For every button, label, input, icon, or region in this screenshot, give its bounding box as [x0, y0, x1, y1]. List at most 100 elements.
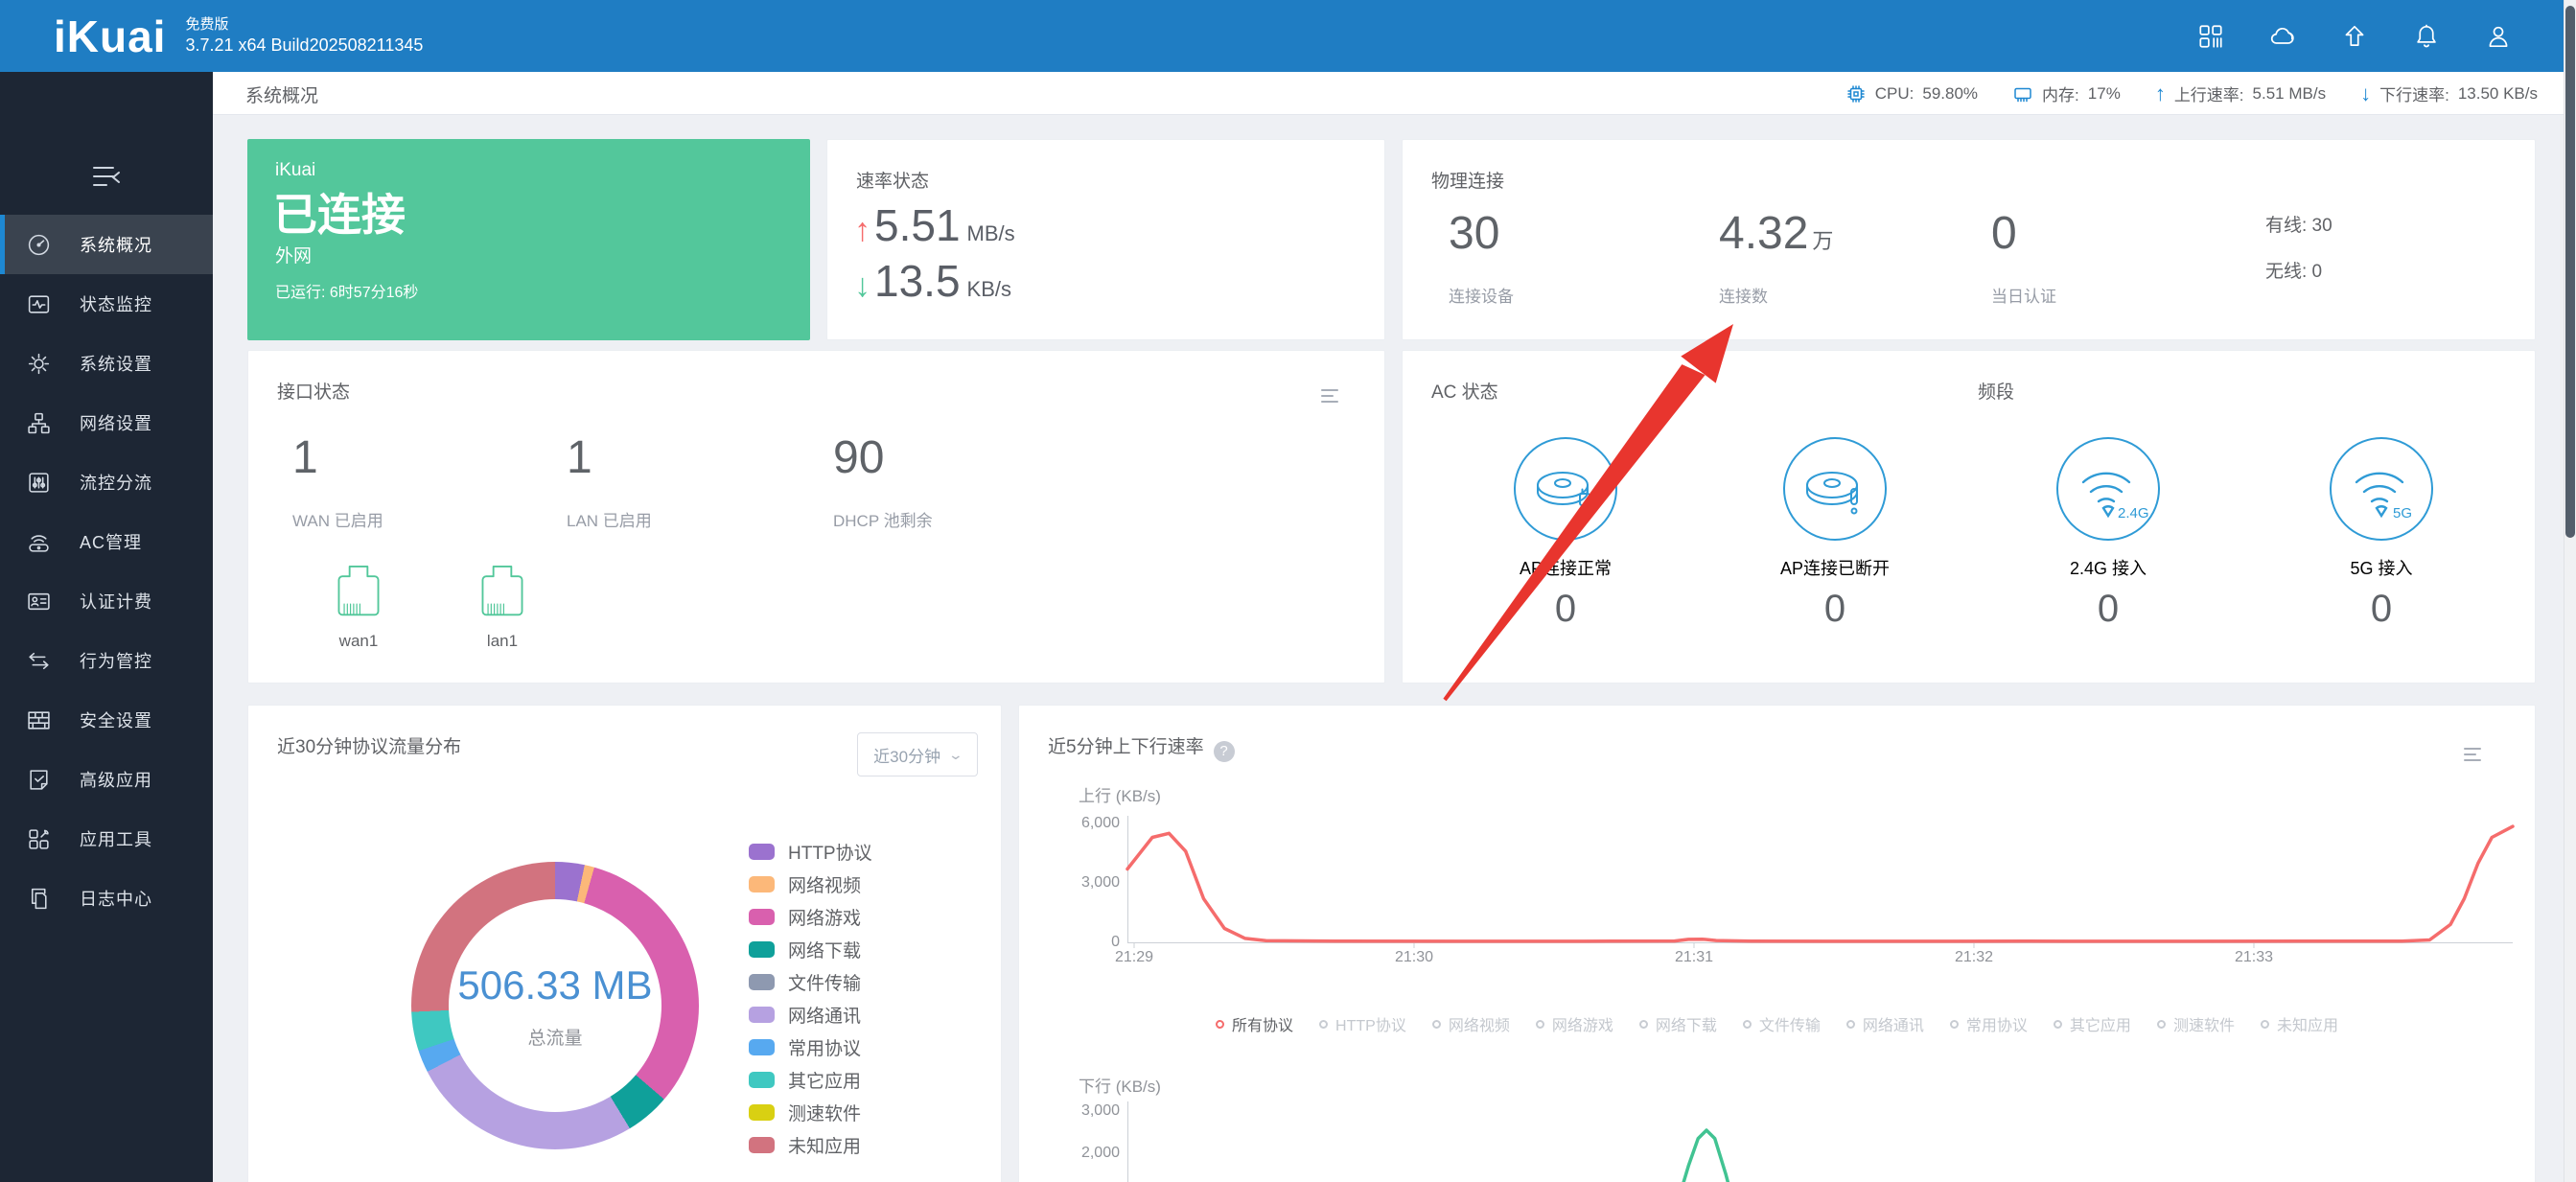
ap-connected-icon: [1514, 437, 1617, 541]
band-label: 5G 接入: [2350, 559, 2413, 578]
bell-icon[interactable]: [2412, 22, 2441, 51]
y-tick-label: 3,000: [1080, 1102, 1120, 1119]
pie-legend-item[interactable]: 未知应用: [749, 1133, 872, 1157]
sidebar-item-ac[interactable]: AC管理: [0, 512, 213, 571]
sidebar-collapse-icon[interactable]: [88, 158, 125, 195]
cpu-value: 59.80%: [1922, 83, 1979, 103]
pie-legend-item[interactable]: 文件传输: [749, 970, 872, 994]
total-traffic-label: 总流量: [527, 1028, 583, 1049]
connection-brand: iKuai: [275, 160, 316, 180]
connection-uptime: 已运行: 6时57分16秒: [275, 284, 419, 301]
sidebar-item-label: 状态监控: [80, 295, 152, 314]
physical-card-title: 物理连接: [1431, 172, 1505, 192]
pie-legend-item[interactable]: 其它应用: [749, 1068, 872, 1092]
port-wan1[interactable]: wan1: [325, 564, 392, 651]
memory-icon: [2014, 87, 2031, 102]
ap-status-label: AP连接正常: [1519, 559, 1612, 578]
cpu-icon: [1847, 84, 1865, 103]
help-icon[interactable]: ?: [1213, 741, 1235, 762]
pie-legend-item[interactable]: 网络视频: [749, 872, 872, 896]
x-tick-label: 21:31: [1674, 949, 1714, 965]
sidebar-item-logs[interactable]: 日志中心: [0, 869, 213, 928]
line-card-title: 近5分钟上下行速率: [1048, 737, 1204, 757]
legend-swatch: [749, 908, 775, 925]
speed-status-card: 速率状态 ↑ 5.51 MB/s ↓ 13.5 KB/s: [826, 139, 1385, 340]
pie-legend-item[interactable]: 网络通讯: [749, 1003, 872, 1027]
user-icon[interactable]: [2484, 22, 2513, 51]
sidebar-item-security[interactable]: 安全设置: [0, 690, 213, 750]
port-lan1[interactable]: lan1: [469, 564, 536, 651]
card-menu-icon[interactable]: [1317, 383, 1342, 408]
x-tick-label: 21:30: [1394, 949, 1434, 965]
connection-network: 外网: [275, 245, 313, 267]
sidebar-item-label: 行为管控: [80, 652, 152, 671]
line-legend-item[interactable]: 网络视频: [1431, 1012, 1510, 1035]
time-range-dropdown[interactable]: 近30分钟 ⌄: [857, 732, 978, 776]
band-section-title: 频段: [1978, 382, 2015, 403]
legend-swatch: [749, 875, 775, 892]
legend-swatch: [749, 973, 775, 990]
legend-label: 网络通讯: [788, 1006, 862, 1027]
sidebar: 系统概况状态监控系统设置 网络设置流控分流 AC管理认证计费行为管控安全设置 高级应用…: [0, 72, 213, 1182]
ap-count: 0: [1554, 588, 1577, 630]
legend-label: 网络游戏: [1551, 1018, 1613, 1034]
sidebar-item-system[interactable]: 系统设置: [0, 334, 213, 393]
sidebar-item-tools[interactable]: 应用工具: [0, 809, 213, 869]
sidebar-item-auth[interactable]: 认证计费: [0, 571, 213, 631]
system-metrics: CPU: 59.80% 内存: 17% ↑ 上行速率: 5.51 MB/s ↓ …: [1845, 72, 2538, 115]
sidebar-item-overview[interactable]: 系统概况: [0, 215, 213, 274]
line-legend-item[interactable]: 所有协议: [1216, 1012, 1293, 1035]
legend-label: 所有协议: [1232, 1018, 1294, 1034]
legend-swatch: [749, 843, 775, 860]
sidebar-item-flow[interactable]: 流控分流: [0, 452, 213, 512]
line-legend-item[interactable]: 文件传输: [1742, 1012, 1821, 1035]
line-legend-item[interactable]: 网络游戏: [1535, 1012, 1613, 1035]
version-info: 免费版 3.7.21 x64 Build202508211345: [185, 15, 423, 57]
stat-suffix: 万: [1812, 229, 1834, 253]
pie-legend-item[interactable]: 网络游戏: [749, 905, 872, 929]
upload-speed-unit: MB/s: [966, 221, 1015, 245]
line-legend-item[interactable]: 网络通讯: [1845, 1012, 1924, 1035]
wireless-count: 无线: 0: [2265, 262, 2323, 282]
pie-legend-item[interactable]: 测速软件: [749, 1101, 872, 1124]
physical-connections-card: 物理连接 30 连接设备 4.32 万 连接数 0 当日认证 有线: 30 无线:…: [1402, 139, 2536, 340]
sidebar-item-label: 流控分流: [80, 474, 152, 493]
upgrade-icon[interactable]: [2340, 22, 2369, 51]
sidebar-item-label: 认证计费: [80, 592, 152, 612]
sidebar-item-advanced[interactable]: 高级应用: [0, 750, 213, 809]
cloud-icon[interactable]: [2268, 22, 2297, 51]
line-legend-item[interactable]: 其它应用: [2053, 1012, 2131, 1035]
pie-legend-item[interactable]: HTTP协议: [749, 840, 872, 864]
line-legend-item[interactable]: 测速软件: [2156, 1012, 2235, 1035]
y-tick-label: 3,000: [1080, 874, 1120, 891]
line-legend-item[interactable]: 网络下载: [1638, 1012, 1717, 1035]
sidebar-item-label: 应用工具: [80, 830, 152, 849]
pie-legend-item[interactable]: 常用协议: [749, 1035, 872, 1059]
legend-label: HTTP协议: [1335, 1018, 1406, 1034]
sidebar-item-monitor[interactable]: 状态监控: [0, 274, 213, 334]
ap-count: 0: [1823, 588, 1846, 630]
sidebar-item-network[interactable]: 网络设置: [0, 393, 213, 452]
legend-label: 网络下载: [1655, 1018, 1717, 1034]
time-range-value: 近30分钟: [873, 747, 941, 766]
lan-enabled-stat: 1 LAN 已启用: [567, 432, 652, 531]
apps-grid-icon[interactable]: [2196, 22, 2225, 51]
legend-label: 未知应用: [2276, 1018, 2338, 1034]
ethernet-port-icon: [337, 566, 380, 616]
legend-label: 网络下载: [788, 940, 862, 962]
y-tick-label: 0: [1111, 934, 1120, 950]
scrollbar-thumb[interactable]: [2565, 6, 2575, 538]
chart-menu-icon[interactable]: [2460, 742, 2485, 767]
line-legend-item[interactable]: HTTP协议: [1319, 1012, 1406, 1035]
arrow-up-icon: ↑: [2154, 81, 2166, 105]
pie-legend-item[interactable]: 网络下载: [749, 938, 872, 962]
sidebar-item-behavior[interactable]: 行为管控: [0, 631, 213, 690]
app-header: iKuai 免费版 3.7.21 x64 Build202508211345: [0, 0, 2576, 72]
wired-wireless-summary: 有线: 30 无线: 0: [2265, 203, 2332, 295]
build-label: 3.7.21 x64 Build202508211345: [185, 35, 424, 55]
line-legend-item[interactable]: 未知应用: [2260, 1012, 2338, 1035]
legend-label: 网络视频: [788, 875, 862, 896]
line-legend-item[interactable]: 常用协议: [1949, 1012, 2028, 1035]
gear-icon: [26, 351, 52, 377]
